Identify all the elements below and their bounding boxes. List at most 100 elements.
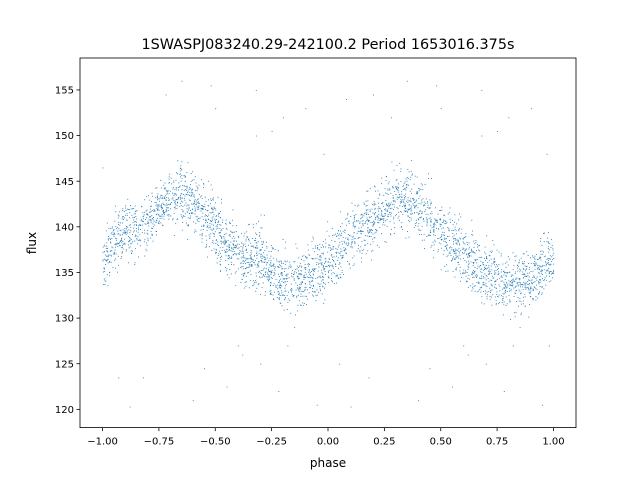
data-point xyxy=(178,182,180,184)
data-point xyxy=(129,238,131,240)
data-point xyxy=(148,225,150,227)
data-point xyxy=(304,264,306,265)
data-point xyxy=(372,212,374,214)
data-point xyxy=(410,176,412,178)
data-point xyxy=(281,272,283,273)
data-point xyxy=(421,212,423,214)
data-point xyxy=(305,268,307,270)
data-point xyxy=(490,290,492,292)
data-point xyxy=(201,234,203,236)
data-point xyxy=(546,269,548,271)
data-point xyxy=(291,273,293,274)
outlier-point xyxy=(485,363,487,365)
data-point xyxy=(193,221,195,223)
data-point xyxy=(418,219,420,221)
y-tick-label: 125 xyxy=(55,359,74,370)
data-point xyxy=(269,271,271,273)
data-point xyxy=(491,284,493,286)
data-point xyxy=(302,295,304,297)
data-point xyxy=(534,281,536,283)
data-point xyxy=(132,231,134,233)
data-point xyxy=(220,235,221,237)
data-point xyxy=(297,288,299,290)
data-point xyxy=(225,270,227,272)
data-point xyxy=(545,261,547,263)
data-point xyxy=(527,287,529,289)
data-point xyxy=(112,267,114,269)
data-point xyxy=(197,202,199,204)
data-point xyxy=(522,286,524,288)
data-point xyxy=(478,282,480,284)
data-point xyxy=(472,283,474,285)
data-point xyxy=(474,259,476,261)
data-point xyxy=(286,281,288,283)
data-point xyxy=(447,227,449,229)
data-point xyxy=(200,195,202,197)
data-point xyxy=(285,268,287,269)
data-point xyxy=(268,250,270,252)
data-point xyxy=(284,247,286,249)
data-point xyxy=(247,258,249,260)
data-point xyxy=(201,205,203,207)
data-point xyxy=(359,249,361,251)
data-point xyxy=(350,244,352,246)
data-point xyxy=(452,270,454,272)
data-point xyxy=(541,286,543,287)
data-point xyxy=(134,212,136,214)
data-point xyxy=(395,194,397,196)
data-point xyxy=(428,207,430,209)
data-point xyxy=(304,289,306,291)
data-point xyxy=(469,254,471,256)
data-point xyxy=(215,219,216,221)
data-point xyxy=(242,266,244,267)
data-point xyxy=(120,222,121,224)
data-point xyxy=(418,187,419,189)
data-point xyxy=(478,249,480,251)
data-point xyxy=(256,247,258,249)
data-point xyxy=(533,257,535,259)
data-point xyxy=(365,253,367,255)
data-point xyxy=(286,278,288,280)
data-point xyxy=(534,287,536,288)
data-point xyxy=(292,274,294,276)
data-point xyxy=(374,203,376,205)
data-point xyxy=(142,212,144,214)
data-point xyxy=(544,269,546,271)
data-point xyxy=(312,258,314,259)
data-point xyxy=(260,294,262,295)
data-point xyxy=(221,229,223,231)
data-point xyxy=(177,198,179,200)
data-point xyxy=(166,192,168,194)
data-point xyxy=(175,179,177,181)
data-point xyxy=(170,204,172,206)
data-point xyxy=(225,227,227,229)
data-point xyxy=(324,287,326,289)
data-point xyxy=(261,287,263,289)
data-point xyxy=(108,254,110,256)
data-point xyxy=(539,280,541,282)
data-point xyxy=(339,252,341,254)
data-point xyxy=(332,246,334,248)
data-point xyxy=(371,232,373,234)
data-point xyxy=(332,267,334,269)
data-point xyxy=(517,265,518,266)
data-point xyxy=(245,238,247,240)
data-point xyxy=(215,202,216,204)
data-point xyxy=(308,254,310,256)
data-point xyxy=(416,193,418,195)
data-point xyxy=(263,252,264,254)
data-point xyxy=(317,277,319,279)
data-point xyxy=(156,234,157,236)
outlier-point xyxy=(542,404,544,406)
data-point xyxy=(443,219,444,221)
data-point xyxy=(552,277,554,279)
data-point xyxy=(471,273,473,275)
outlier-point xyxy=(368,377,370,379)
data-point xyxy=(128,247,130,249)
data-point xyxy=(518,265,520,267)
data-point xyxy=(186,186,188,188)
data-point xyxy=(447,236,448,238)
data-point xyxy=(157,199,159,201)
data-point xyxy=(504,262,506,264)
data-point xyxy=(216,228,218,230)
